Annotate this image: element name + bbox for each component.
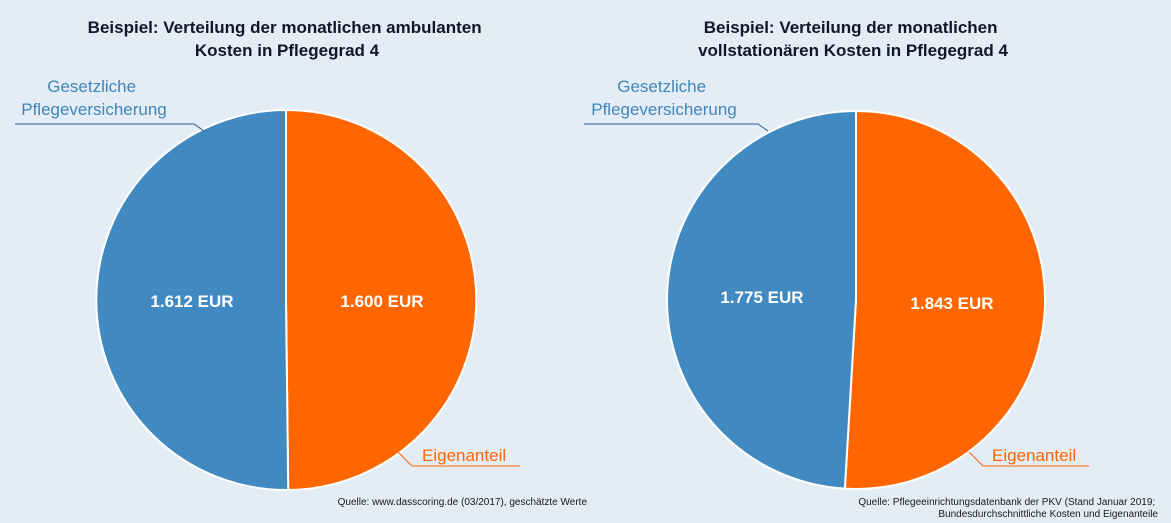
pie-slice-own [285,108,478,491]
chart-title-line: Beispiel: Verteilung der monatlichen [704,18,998,37]
slice-name-line: Gesetzliche [47,77,136,96]
slice-value-label-own: 1.600 EUR [340,292,423,311]
chart-title-line: Kosten in Pflegegrad 4 [195,41,380,60]
source-note: Quelle: www.dasscoring.de (03/2017), ges… [338,497,588,508]
chart-vollstationaer: Beispiel: Verteilung der monatlichen vol… [584,18,1158,520]
chart-title: Beispiel: Verteilung der monatlichen vol… [698,18,1008,60]
slice-value-label-public: 1.775 EUR [720,288,803,307]
pie-slice-public [666,110,857,490]
pie-slice-public [95,109,290,491]
slice-name-label-public: Gesetzliche Pflegeversicherung [591,77,737,119]
pie-vollstationaer [666,110,1047,490]
pie-ambulant [95,108,478,491]
slice-name-line: Gesetzliche [617,77,706,96]
callout-leader-own [397,451,520,467]
callout-leader-public [584,123,769,132]
source-note: Quelle: Pflegeeinrichtungsdatenbank der … [858,497,1158,520]
chart-title-line: vollstationären Kosten in Pflegegrad 4 [698,41,1008,60]
slice-name-label-own: Eigenanteil [992,446,1076,465]
slice-value-label-own: 1.843 EUR [910,294,993,313]
chart-title-line: Beispiel: Verteilung der monatlichen amb… [88,18,482,37]
slice-name-label-public: Gesetzliche Pflegeversicherung [21,77,167,119]
slice-value-label-public: 1.612 EUR [150,292,233,311]
chart-ambulant: Beispiel: Verteilung der monatlichen amb… [15,18,587,508]
slice-name-line: Pflegeversicherung [591,100,737,119]
chart-title: Beispiel: Verteilung der monatlichen amb… [88,18,487,60]
source-note-line: Quelle: www.dasscoring.de (03/2017), ges… [338,497,588,508]
pie-slice-own [843,110,1047,490]
slice-name-label-own: Eigenanteil [422,446,506,465]
source-note-line: Quelle: Pflegeeinrichtungsdatenbank der … [858,497,1155,508]
callout-leader-public [15,123,205,132]
source-note-line: Bundesdurchschnittliche Kosten und Eigen… [938,509,1158,520]
slice-name-line: Pflegeversicherung [21,100,167,119]
callout-leader-own [968,451,1089,467]
